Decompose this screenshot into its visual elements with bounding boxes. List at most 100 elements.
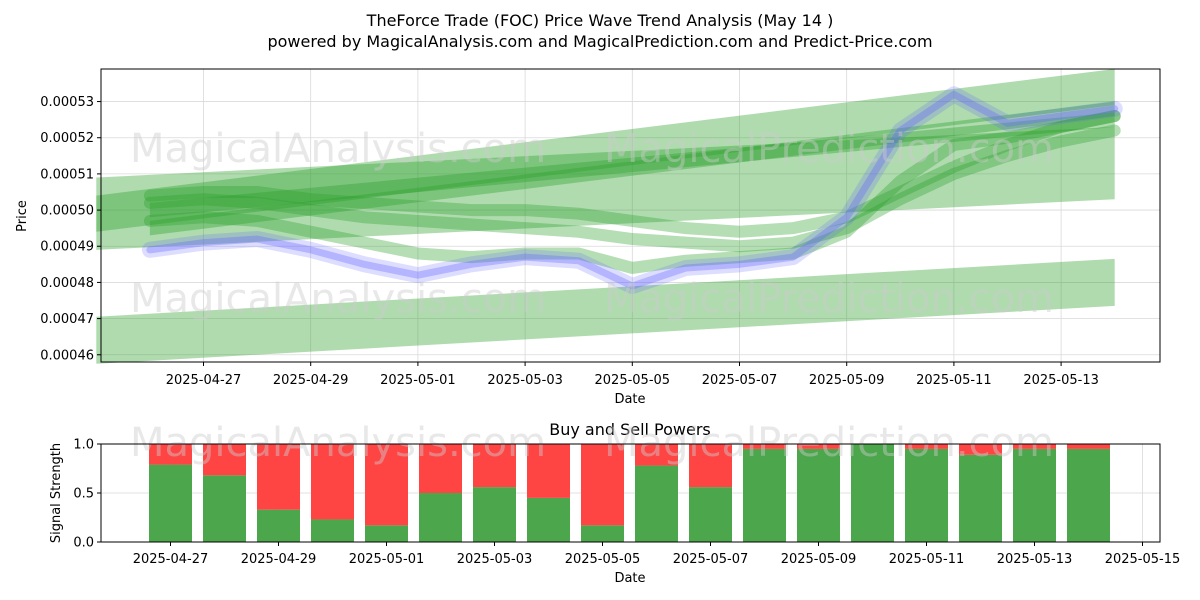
price-x-tick-label: 2025-04-29 bbox=[273, 373, 349, 388]
price-y-label: Price bbox=[15, 200, 30, 232]
signal-x-tick-label: 2025-04-27 bbox=[133, 552, 209, 567]
watermarks-top: MagicalAnalysis.com MagicalPrediction.co… bbox=[130, 126, 1054, 322]
buy-bar bbox=[797, 448, 840, 542]
sell-bar bbox=[365, 444, 408, 526]
signal-x-tick-label: 2025-05-11 bbox=[889, 552, 965, 567]
buy-bar bbox=[581, 525, 624, 542]
wave-line bbox=[143, 110, 1121, 238]
signal-y-tick-label: 0.0 bbox=[73, 536, 94, 551]
sell-bar bbox=[689, 444, 732, 488]
buy-bar bbox=[365, 525, 408, 542]
buy-bar bbox=[959, 454, 1002, 542]
signal-x-tick-label: 2025-05-15 bbox=[1105, 552, 1181, 567]
trend-band bbox=[96, 258, 1115, 364]
price-y-tick-label: 0.00053 bbox=[40, 95, 94, 110]
price-axes: 2025-04-27 2025-04-29 2025-05-01 2025-05-03… bbox=[40, 95, 1099, 388]
buy-bar bbox=[851, 444, 894, 542]
signal-bars bbox=[149, 444, 1110, 542]
sell-bar bbox=[473, 444, 516, 488]
buy-sell-panel: Buy and Sell Powers MagicalAnalysis.com … bbox=[49, 420, 1180, 586]
price-y-tick-label: 0.00047 bbox=[40, 312, 94, 327]
sell-bar bbox=[419, 444, 462, 493]
sell-bar bbox=[959, 444, 1002, 455]
buy-bar bbox=[311, 519, 354, 542]
sell-bar bbox=[149, 444, 192, 465]
price-y-tick-label: 0.00048 bbox=[40, 276, 94, 291]
price-x-tick-label: 2025-05-05 bbox=[595, 373, 671, 388]
price-y-tick-label: 0.00046 bbox=[40, 348, 94, 363]
price-y-tick-label: 0.00051 bbox=[40, 167, 94, 182]
signal-x-tick-label: 2025-05-09 bbox=[781, 552, 857, 567]
buy-bar bbox=[689, 487, 732, 542]
sell-bar bbox=[1013, 444, 1056, 449]
signal-x-tick-label: 2025-05-05 bbox=[565, 552, 641, 567]
sell-bar bbox=[257, 444, 300, 510]
sell-bar bbox=[1067, 444, 1110, 449]
signal-x-tick-label: 2025-05-13 bbox=[997, 552, 1073, 567]
wave-line bbox=[143, 110, 1121, 274]
sell-bar bbox=[905, 444, 948, 449]
watermark-prediction: MagicalPrediction.com bbox=[604, 126, 1054, 172]
watermark-analysis: MagicalAnalysis.com bbox=[130, 126, 546, 172]
price-grid bbox=[101, 69, 1160, 362]
buy-bar bbox=[1013, 448, 1056, 542]
buy-sell-title: Buy and Sell Powers bbox=[549, 420, 711, 439]
watermarks-bottom: MagicalAnalysis.com MagicalPrediction.co… bbox=[130, 420, 1054, 466]
signal-x-label: Date bbox=[614, 571, 645, 586]
price-x-tick-label: 2025-04-27 bbox=[166, 373, 242, 388]
trend-band bbox=[96, 69, 1115, 232]
trend-band bbox=[149, 101, 1115, 236]
trend-band bbox=[149, 112, 1115, 218]
sell-bar bbox=[581, 444, 624, 526]
price-x-label: Date bbox=[614, 392, 645, 407]
price-y-tick-label: 0.00052 bbox=[40, 131, 94, 146]
price-line-glow bbox=[141, 86, 1123, 295]
wave-line bbox=[143, 124, 1121, 253]
signal-y-tick-label: 0.5 bbox=[73, 487, 94, 502]
buy-bar bbox=[1067, 448, 1110, 542]
chart-title: TheForce Trade (FOC) Price Wave Trend An… bbox=[366, 11, 834, 30]
chart-subtitle: powered by MagicalAnalysis.com and Magic… bbox=[267, 32, 932, 51]
signal-x-tick-label: 2025-04-29 bbox=[241, 552, 317, 567]
signal-axes: 2025-04-27 2025-04-29 2025-05-01 2025-05-03… bbox=[73, 438, 1180, 568]
buy-bar bbox=[257, 509, 300, 542]
buy-bar bbox=[743, 448, 786, 542]
watermark-prediction: MagicalPrediction.com bbox=[604, 276, 1054, 322]
buy-bar bbox=[149, 464, 192, 542]
wave-lines bbox=[143, 110, 1121, 274]
sell-bar bbox=[203, 444, 246, 476]
watermark-analysis: MagicalAnalysis.com bbox=[130, 420, 546, 466]
price-wave-panel: MagicalAnalysis.com MagicalPrediction.co… bbox=[15, 68, 1161, 407]
price-x-tick-label: 2025-05-13 bbox=[1023, 373, 1099, 388]
trend-bands bbox=[96, 69, 1115, 364]
price-x-tick-label: 2025-05-03 bbox=[487, 373, 563, 388]
sell-bar bbox=[527, 444, 570, 498]
watermark-prediction: MagicalPrediction.com bbox=[604, 420, 1054, 466]
price-x-tick-label: 2025-05-11 bbox=[916, 373, 992, 388]
price-x-tick-label: 2025-05-09 bbox=[809, 373, 885, 388]
sell-bar bbox=[635, 444, 678, 466]
buy-bar bbox=[527, 497, 570, 542]
signal-y-tick-label: 1.0 bbox=[73, 438, 94, 453]
signal-y-label: Signal Strength bbox=[49, 443, 64, 543]
price-y-tick-label: 0.00050 bbox=[40, 204, 94, 219]
buy-bar bbox=[419, 493, 462, 542]
price-y-tick-label: 0.00049 bbox=[40, 240, 94, 255]
price-x-tick-label: 2025-05-01 bbox=[380, 373, 456, 388]
buy-bar bbox=[473, 487, 516, 542]
price-x-tick-label: 2025-05-07 bbox=[702, 373, 778, 388]
signal-x-tick-label: 2025-05-01 bbox=[349, 552, 425, 567]
sell-bar bbox=[743, 444, 786, 449]
buy-bar bbox=[905, 448, 948, 542]
signal-x-tick-label: 2025-05-07 bbox=[673, 552, 749, 567]
watermark-analysis: MagicalAnalysis.com bbox=[130, 276, 546, 322]
sell-bar bbox=[797, 444, 840, 449]
buy-bar bbox=[203, 475, 246, 542]
signal-x-tick-label: 2025-05-03 bbox=[457, 552, 533, 567]
trend-band bbox=[96, 126, 1115, 250]
price-line-core bbox=[146, 90, 1119, 290]
price-line bbox=[141, 86, 1123, 295]
buy-bar bbox=[635, 465, 678, 542]
sell-bar bbox=[311, 444, 354, 520]
